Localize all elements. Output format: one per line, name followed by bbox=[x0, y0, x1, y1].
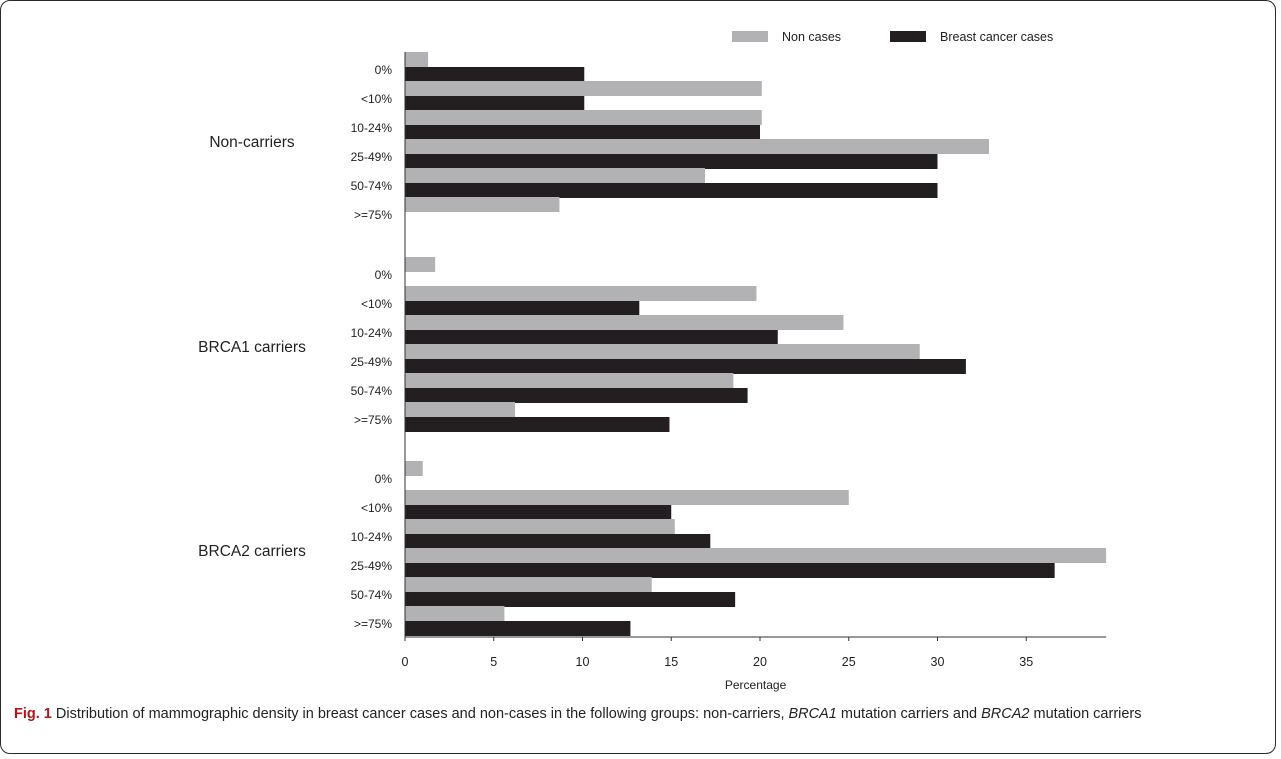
category-label: <10% bbox=[361, 501, 392, 515]
figure-caption: Fig. 1 Distribution of mammographic dens… bbox=[14, 703, 1264, 726]
x-tick-label: 35 bbox=[1019, 655, 1033, 669]
bar-case bbox=[405, 330, 778, 345]
x-tick-label: 0 bbox=[402, 655, 409, 669]
bar-noncase bbox=[405, 373, 734, 388]
category-label: 50-74% bbox=[351, 179, 393, 193]
bar-noncase bbox=[405, 168, 705, 183]
legend-swatch-1 bbox=[890, 31, 926, 42]
bar-case bbox=[405, 96, 585, 111]
x-tick-label: 25 bbox=[842, 655, 856, 669]
bar-noncase bbox=[405, 110, 762, 125]
category-label: 50-74% bbox=[351, 588, 393, 602]
caption-text-3: mutation carriers bbox=[1033, 706, 1142, 722]
category-label: 0% bbox=[375, 472, 393, 486]
bar-noncase bbox=[405, 606, 505, 621]
category-label: >=75% bbox=[354, 617, 392, 631]
group-label: BRCA1 carriers bbox=[198, 339, 306, 356]
bar-case bbox=[405, 67, 585, 82]
x-tick-label: 10 bbox=[576, 655, 590, 669]
bar-noncase bbox=[405, 402, 516, 417]
x-axis-title: Percentage bbox=[725, 678, 787, 692]
legend-label-1: Breast cancer cases bbox=[940, 30, 1053, 44]
bar-chart: Non cases Breast cancer cases 0% <10% 10-24… bbox=[198, 30, 1107, 692]
bar-case bbox=[405, 592, 736, 607]
bar-noncase bbox=[405, 52, 429, 67]
bar-noncase bbox=[405, 344, 920, 359]
figure-label: Fig. 1 bbox=[14, 706, 52, 722]
bar-case bbox=[405, 154, 938, 169]
category-labels: 0% <10% 10-24% 25-49% 50-74% >=75% 0% <10% 10-24… bbox=[351, 63, 393, 631]
bar-case bbox=[405, 621, 631, 636]
category-label: 10-24% bbox=[351, 530, 393, 544]
x-tick-label: 5 bbox=[490, 655, 497, 669]
group-label: BRCA2 carriers bbox=[198, 543, 306, 560]
category-label: 50-74% bbox=[351, 384, 393, 398]
axes: 0 5 10 15 20 25 30 35 Percentage bbox=[402, 52, 1107, 692]
group-label: Non-carriers bbox=[209, 134, 295, 151]
caption-text-2: mutation carriers and bbox=[840, 706, 978, 722]
category-label: <10% bbox=[361, 92, 392, 106]
bar-noncase bbox=[405, 81, 762, 96]
category-label: 25-49% bbox=[351, 559, 393, 573]
bar-noncase bbox=[405, 548, 1107, 563]
bar-noncase bbox=[405, 286, 757, 301]
category-label: 25-49% bbox=[351, 150, 393, 164]
bar-noncase bbox=[405, 519, 675, 534]
bar-noncase bbox=[405, 577, 652, 592]
caption-gene-1: BRCA1 bbox=[788, 706, 837, 722]
category-label: >=75% bbox=[354, 413, 392, 427]
category-label: 0% bbox=[375, 268, 393, 282]
legend-swatch-0 bbox=[732, 31, 768, 42]
category-label: 10-24% bbox=[351, 121, 393, 135]
x-tick-label: 20 bbox=[753, 655, 767, 669]
x-tick-label: 30 bbox=[931, 655, 945, 669]
bars bbox=[405, 52, 1107, 636]
bar-case bbox=[405, 417, 670, 432]
bar-case bbox=[405, 183, 938, 198]
category-label: 25-49% bbox=[351, 355, 393, 369]
caption-text-1: Distribution of mammographic density in … bbox=[55, 706, 785, 722]
bar-noncase bbox=[405, 315, 844, 330]
group-labels: Non-carriers BRCA1 carriers BRCA2 carriers bbox=[198, 134, 306, 560]
bar-case bbox=[405, 125, 760, 140]
category-label: 10-24% bbox=[351, 326, 393, 340]
bar-noncase bbox=[405, 139, 989, 154]
category-label: 0% bbox=[375, 63, 393, 77]
bar-case bbox=[405, 505, 672, 520]
bar-case bbox=[405, 388, 748, 403]
legend: Non cases Breast cancer cases bbox=[732, 30, 1053, 44]
legend-label-0: Non cases bbox=[782, 30, 841, 44]
bar-case bbox=[405, 534, 711, 549]
bar-noncase bbox=[405, 197, 560, 212]
caption-gene-2: BRCA2 bbox=[981, 706, 1030, 722]
bar-noncase bbox=[405, 461, 423, 476]
bar-case bbox=[405, 563, 1055, 578]
x-tick-label: 15 bbox=[664, 655, 678, 669]
bar-noncase bbox=[405, 490, 849, 505]
category-label: >=75% bbox=[354, 208, 392, 222]
bar-case bbox=[405, 301, 640, 316]
bar-noncase bbox=[405, 257, 436, 272]
category-label: <10% bbox=[361, 297, 392, 311]
bar-case bbox=[405, 359, 966, 374]
